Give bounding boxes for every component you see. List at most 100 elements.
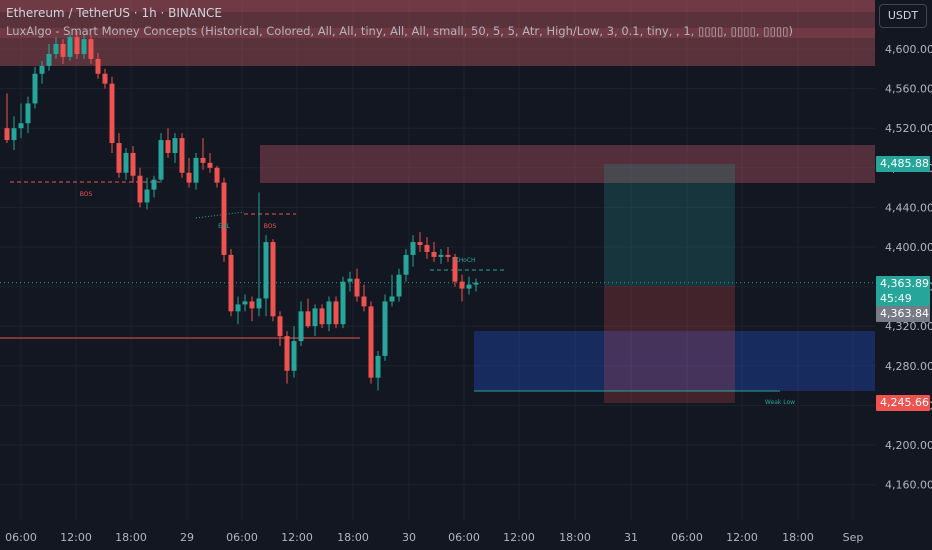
candle (354, 268, 360, 302)
candle (263, 235, 269, 317)
candle (144, 177, 150, 210)
candle-body (368, 306, 374, 378)
candle (291, 326, 297, 378)
candle (431, 242, 437, 262)
candle-body (235, 304, 241, 312)
candle (18, 103, 24, 139)
candle-body (200, 157, 206, 163)
candle-body (263, 242, 269, 299)
candle-body (39, 65, 45, 74)
candle (242, 294, 248, 312)
candle-body (109, 83, 115, 144)
candle (333, 296, 339, 329)
candle (445, 247, 451, 262)
candle (326, 296, 332, 332)
candle-body (32, 73, 38, 104)
time-axis-label: 06:00 (226, 531, 258, 544)
current-price-tag: 4,363.89 (876, 276, 930, 292)
candle-body (242, 301, 248, 305)
currency-button[interactable]: USDT (879, 4, 927, 28)
candle (235, 296, 241, 325)
candle-body (186, 172, 192, 183)
symbol-title[interactable]: Ethereum / TetherUS · 1h · BINANCE (6, 6, 223, 20)
supply-zone-mid (260, 145, 875, 183)
candle (270, 239, 276, 322)
price-axis-tick: 4,200.00 (885, 439, 932, 452)
candle (438, 248, 444, 264)
candle-body (95, 58, 101, 74)
candle (319, 304, 325, 329)
candle (123, 148, 129, 180)
candle-body (319, 308, 325, 325)
candle (137, 167, 143, 208)
candle (312, 304, 318, 337)
candle-body (53, 44, 59, 54)
weak-low-label: Weak Low (765, 399, 795, 406)
candle-body (333, 301, 339, 325)
choch-label: CHoCH (454, 257, 475, 264)
candle-body (18, 123, 24, 129)
price-axis-tick: 4,280.00 (885, 360, 932, 373)
time-axis-label: 06:00 (448, 531, 480, 544)
price-axis-tick: 4,440.00 (885, 201, 932, 214)
time-axis-label: 06:00 (5, 531, 37, 544)
bos-label-1: BOS (80, 191, 93, 198)
candle (249, 296, 255, 322)
candle-body (389, 296, 395, 302)
candle (95, 52, 101, 79)
candle (186, 157, 192, 188)
candle-body (123, 152, 129, 173)
price-axis-tick: 4,160.00 (885, 479, 932, 492)
candle-body (179, 138, 185, 173)
supply-zone-top (0, 0, 875, 66)
time-axis-label: 12:00 (60, 531, 92, 544)
candle (11, 116, 17, 150)
candle-body (438, 254, 444, 257)
time-axis-label: 29 (180, 531, 194, 544)
candle-body (417, 242, 423, 246)
candle-body (214, 167, 220, 183)
time-axis-label: 30 (402, 531, 416, 544)
candle (305, 298, 311, 329)
candle-body (256, 298, 262, 309)
bar-countdown-tag: 45:49 (876, 291, 930, 307)
candle (102, 68, 108, 89)
time-axis-label: 12:00 (281, 531, 313, 544)
candle (88, 35, 94, 64)
time-axis-label: 18:00 (559, 531, 591, 544)
candle (60, 39, 66, 64)
candle (151, 175, 157, 198)
time-axis-label: 18:00 (115, 531, 147, 544)
candle-body (340, 281, 346, 325)
target-profit-zone (604, 164, 735, 286)
candle (200, 138, 206, 170)
candle-body (130, 152, 136, 176)
candles (4, 31, 479, 391)
candle (81, 34, 87, 59)
candle-body (137, 175, 143, 203)
candle-body (151, 179, 157, 190)
candle-body (466, 284, 472, 289)
candle (256, 192, 262, 317)
candle-body (102, 73, 108, 84)
stop-loss-zone (604, 286, 735, 403)
candle-body (172, 138, 178, 153)
indicator-legend[interactable]: LuxAlgo - Smart Money Concepts (Historic… (6, 24, 794, 38)
candle (25, 96, 31, 134)
candle-body (361, 296, 367, 307)
candle (473, 278, 479, 292)
candle (179, 133, 185, 178)
candle (214, 165, 220, 188)
candle-body (67, 37, 73, 57)
price-axis-tick: 4,320.00 (885, 320, 932, 333)
candle-body (298, 311, 304, 342)
candle-body (207, 162, 213, 168)
candle-body (193, 157, 199, 183)
price-axis-tick: 4,520.00 (885, 122, 932, 135)
candle-body (410, 242, 416, 255)
candle (116, 133, 122, 178)
candle-body (431, 251, 437, 257)
candle-body (158, 140, 164, 180)
